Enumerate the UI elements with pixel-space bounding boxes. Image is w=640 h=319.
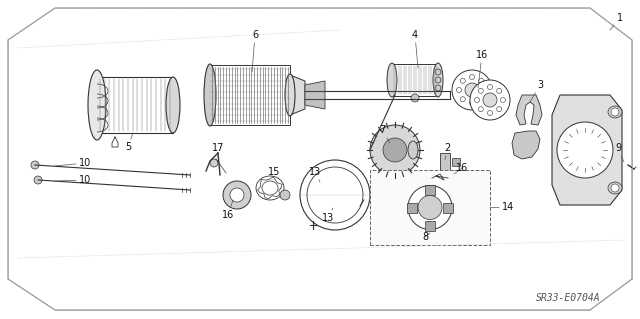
- Text: 10: 10: [55, 175, 91, 185]
- Ellipse shape: [387, 63, 397, 97]
- Circle shape: [470, 75, 474, 79]
- Text: 5: 5: [125, 133, 133, 152]
- Circle shape: [497, 88, 502, 93]
- Text: 3: 3: [530, 80, 543, 102]
- Polygon shape: [210, 65, 290, 125]
- Circle shape: [478, 88, 483, 93]
- Ellipse shape: [433, 63, 443, 97]
- Polygon shape: [512, 131, 540, 159]
- Circle shape: [474, 98, 479, 102]
- Polygon shape: [552, 95, 622, 205]
- Circle shape: [557, 122, 613, 178]
- Circle shape: [483, 87, 488, 93]
- Bar: [407, 203, 417, 212]
- Circle shape: [435, 69, 441, 75]
- Polygon shape: [97, 77, 173, 133]
- Text: 6: 6: [252, 30, 258, 72]
- Circle shape: [488, 85, 493, 90]
- Circle shape: [456, 87, 461, 93]
- Polygon shape: [290, 75, 305, 115]
- Text: 15: 15: [268, 167, 280, 180]
- Bar: [370, 170, 490, 245]
- Text: 16: 16: [476, 50, 488, 88]
- Circle shape: [478, 107, 483, 112]
- Text: 10: 10: [55, 158, 91, 168]
- Ellipse shape: [608, 106, 622, 118]
- Ellipse shape: [285, 74, 295, 116]
- Circle shape: [479, 78, 484, 83]
- Text: 2: 2: [444, 143, 450, 160]
- Text: 16: 16: [454, 163, 468, 174]
- Ellipse shape: [608, 182, 622, 194]
- Circle shape: [488, 110, 493, 115]
- Circle shape: [31, 161, 39, 169]
- Polygon shape: [392, 64, 438, 96]
- Circle shape: [223, 181, 251, 209]
- Bar: [425, 184, 435, 195]
- Circle shape: [460, 97, 465, 102]
- Circle shape: [479, 97, 484, 102]
- Circle shape: [210, 159, 218, 167]
- Ellipse shape: [88, 70, 106, 140]
- Circle shape: [611, 108, 619, 116]
- Text: 17: 17: [212, 143, 224, 158]
- Text: SR33-E0704A: SR33-E0704A: [536, 293, 600, 303]
- Circle shape: [280, 190, 290, 200]
- Circle shape: [411, 94, 419, 102]
- Circle shape: [470, 100, 474, 106]
- Circle shape: [370, 125, 420, 175]
- Text: 14: 14: [490, 203, 514, 212]
- Bar: [425, 220, 435, 231]
- Circle shape: [418, 196, 442, 219]
- Bar: [452, 158, 460, 166]
- Polygon shape: [305, 81, 325, 109]
- Text: 9: 9: [615, 143, 624, 162]
- Circle shape: [408, 186, 452, 229]
- Circle shape: [230, 188, 244, 202]
- Bar: [452, 170, 460, 178]
- Text: 16: 16: [222, 200, 234, 220]
- Circle shape: [483, 93, 497, 107]
- Text: 13: 13: [309, 167, 321, 182]
- Text: 8: 8: [422, 232, 430, 242]
- Circle shape: [470, 80, 510, 120]
- Text: 4: 4: [412, 30, 418, 68]
- Bar: [440, 153, 450, 183]
- Polygon shape: [516, 95, 542, 125]
- Bar: [443, 203, 453, 212]
- Circle shape: [465, 83, 479, 97]
- Circle shape: [500, 98, 506, 102]
- Ellipse shape: [204, 64, 216, 126]
- Circle shape: [435, 85, 441, 91]
- Text: 7: 7: [379, 125, 390, 143]
- Circle shape: [497, 107, 502, 112]
- Circle shape: [34, 176, 42, 184]
- Circle shape: [460, 78, 465, 83]
- Circle shape: [452, 70, 492, 110]
- Text: 13: 13: [322, 208, 334, 223]
- Ellipse shape: [408, 141, 418, 159]
- Circle shape: [383, 138, 407, 162]
- Text: 1: 1: [610, 13, 623, 30]
- Circle shape: [611, 184, 619, 192]
- Ellipse shape: [166, 77, 180, 133]
- Circle shape: [435, 77, 441, 83]
